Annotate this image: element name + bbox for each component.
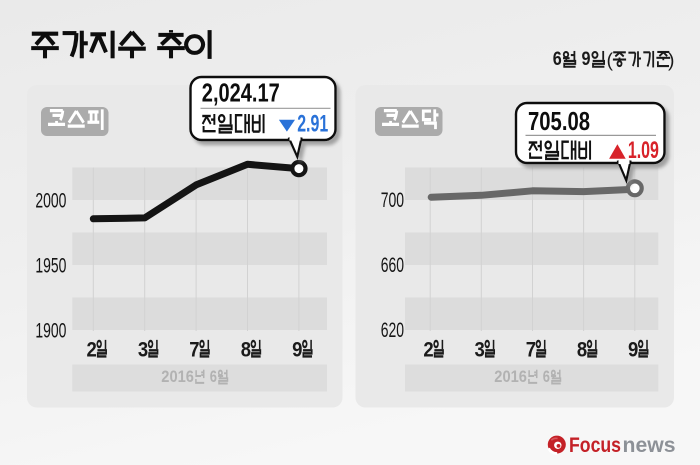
- svg-text:1.09: 1.09: [628, 137, 659, 164]
- svg-text:2,024.17: 2,024.17: [202, 78, 280, 108]
- svg-text:6: 6: [543, 367, 550, 386]
- svg-text:620: 620: [381, 319, 404, 342]
- svg-text:3: 3: [475, 338, 485, 361]
- svg-text:(: (: [607, 50, 614, 72]
- svg-text:Focus: Focus: [569, 434, 621, 457]
- svg-text:2.91: 2.91: [297, 111, 328, 138]
- svg-text:3: 3: [138, 338, 148, 361]
- svg-text:7: 7: [526, 338, 536, 361]
- svg-text:2: 2: [87, 338, 97, 361]
- svg-text:8: 8: [241, 338, 252, 361]
- svg-text:9: 9: [628, 338, 638, 361]
- svg-text:9: 9: [582, 48, 591, 70]
- svg-text:6: 6: [210, 367, 217, 386]
- svg-text:1950: 1950: [35, 255, 66, 278]
- svg-text:9: 9: [292, 338, 302, 361]
- svg-text:): ): [668, 50, 675, 72]
- svg-text:660: 660: [381, 254, 404, 277]
- svg-text:2016: 2016: [494, 367, 527, 386]
- svg-text:news: news: [623, 434, 676, 457]
- svg-text:2: 2: [423, 338, 433, 361]
- svg-text:8: 8: [577, 338, 588, 361]
- svg-text:700: 700: [381, 189, 404, 212]
- svg-text:2000: 2000: [35, 190, 66, 213]
- svg-text:6: 6: [553, 48, 562, 70]
- svg-text:1900: 1900: [35, 320, 66, 343]
- svg-text:2016: 2016: [161, 367, 194, 386]
- svg-text:705.08: 705.08: [528, 106, 590, 136]
- svg-text:7: 7: [189, 338, 199, 361]
